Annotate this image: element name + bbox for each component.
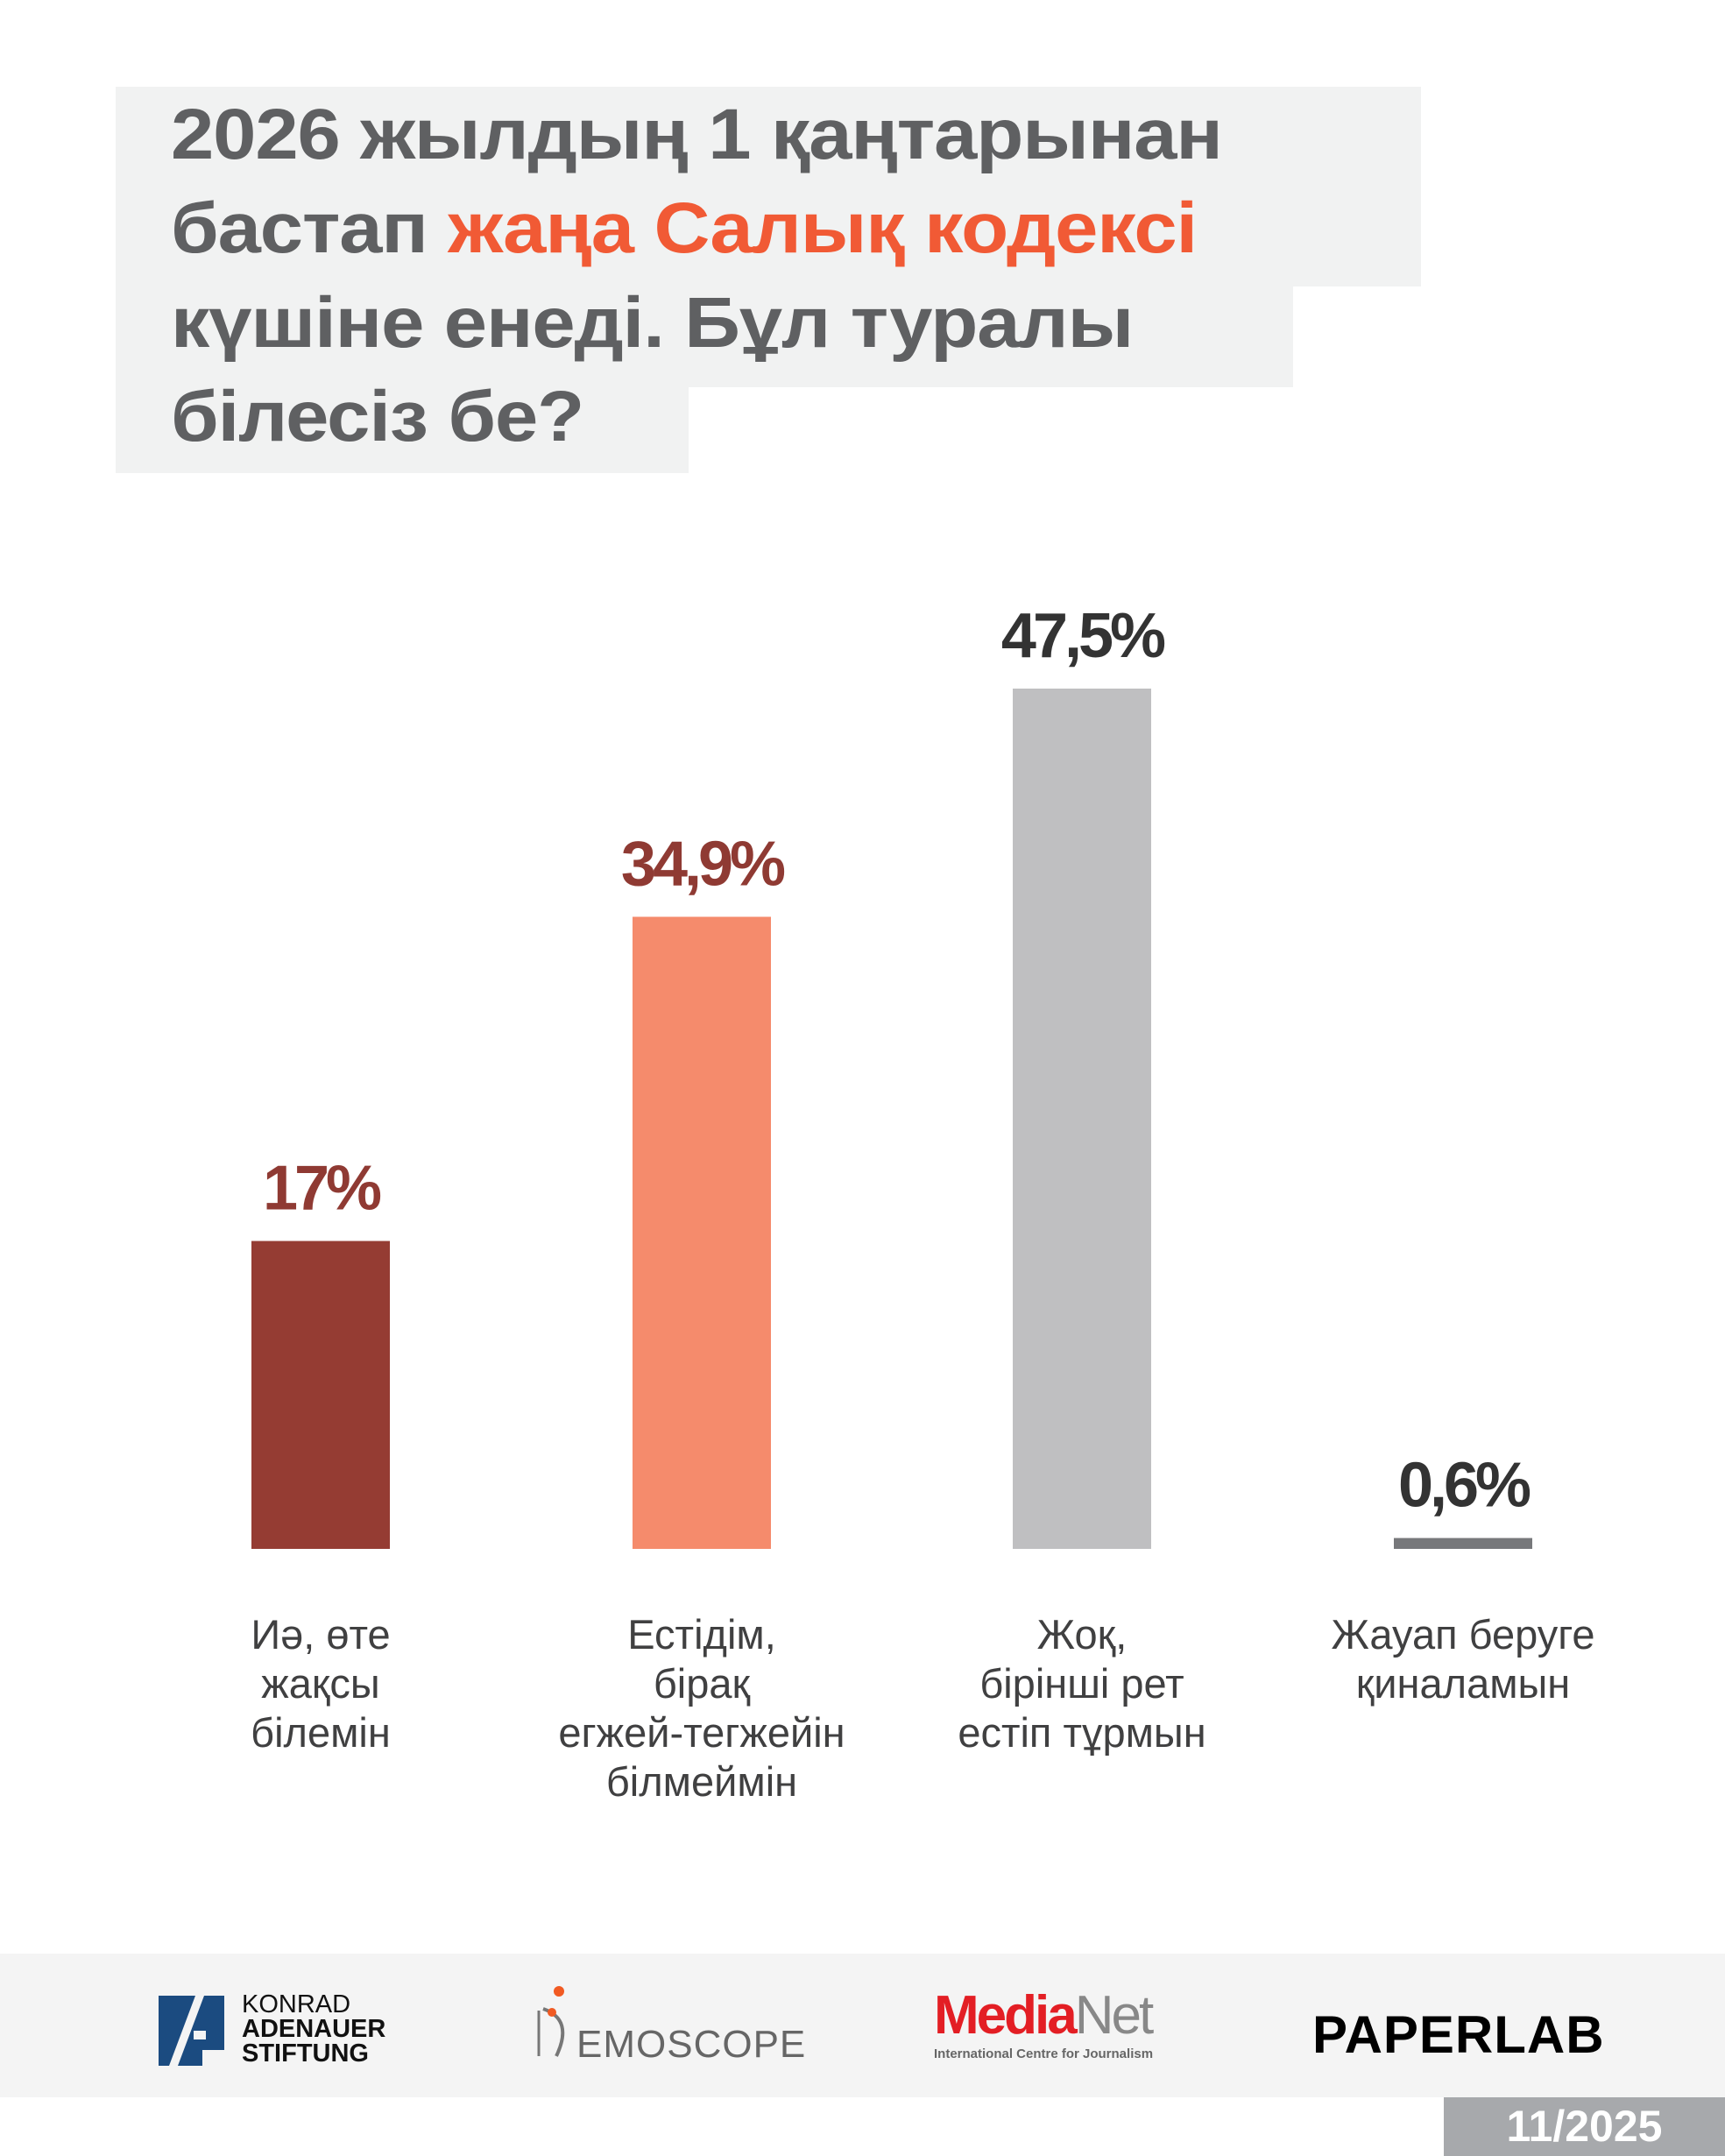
medianet-gray: Net [1074,1985,1155,2046]
category-label-line: Жауап беруге [1331,1611,1595,1658]
category-label-line: Иә, өте [251,1611,391,1658]
medianet-red: Media [934,1985,1078,2046]
kas-line-2: ADENAUER [242,2015,386,2043]
title-line-4: білесіз бе? [171,377,584,456]
bar-3 [1013,689,1151,1549]
category-label-2: Естідім, бірақ егжей-тегжейін білмеймін [518,1610,886,1806]
kas-logo: KONRAD ADENAUER STIFTUNG [159,1992,385,2070]
title-background [116,286,1293,387]
category-label-line: Естідім, [627,1611,776,1658]
medianet-subtitle: International Centre for Journalism [934,2046,1154,2061]
title-line-1: 2026 жылдың 1 қаңтарынан [171,95,1223,174]
date-badge: 11/2025 [1444,2097,1725,2156]
title-line-2-text: бастап [171,188,449,268]
demoscope-d-icon [537,1986,565,2057]
demoscope-text: EMOSCOPE [576,2023,807,2066]
value-label-3: 47,5% [1001,601,1165,671]
category-label-line: Жоқ, [1036,1611,1128,1658]
footer: KONRAD ADENAUER STIFTUNG EMOSCOPE MediaN… [0,1954,1725,2097]
kas-a-icon [159,1996,237,2066]
medianet-logo: MediaNet International Centre for Journa… [934,1985,1155,2062]
category-label-line: бірінші рет [979,1660,1184,1707]
category-label-1: Иә, өте жақсы білемін [137,1610,505,1757]
category-label-line: білемін [251,1709,391,1756]
category-label-line: жақсы [261,1660,380,1707]
value-label-2: 34,9% [621,829,785,899]
kas-line-1: KONRAD [242,1990,351,2018]
bar-4 [1394,1537,1532,1549]
title-background [116,87,1421,286]
category-label-line: білмеймін [605,1758,798,1805]
title-line-2: бастап жаңа Салық кодексі [171,193,1198,265]
category-label-line: қиналамын [1355,1660,1571,1707]
category-label-line: естіп тұрмын [958,1709,1206,1756]
category-label-3: Жоқ, бірінші рет естіп тұрмын [898,1610,1266,1757]
kas-line-3: STIFTUNG [242,2039,369,2068]
category-label-4: Жауап беруге қиналамын [1279,1610,1647,1708]
bar-2 [633,916,771,1549]
paperlab-logo: PAPERLAB [1312,2005,1605,2064]
title-accent: жаңа Салық кодексі [448,188,1198,268]
category-label-line: егжей-тегжейін [558,1709,845,1756]
title-background [116,385,689,473]
bar-1 [251,1241,390,1549]
title-line-3: күшіне енеді. Бұл туралы [171,283,1134,363]
category-label-line: бірақ [653,1660,751,1707]
demoscope-logo: EMOSCOPE [534,1984,805,2068]
bar-chart: 17% 34,9% 47,5% 0,6% [251,601,1534,1549]
value-label-4: 0,6% [1398,1451,1531,1521]
value-label-1: 17% [263,1154,381,1224]
